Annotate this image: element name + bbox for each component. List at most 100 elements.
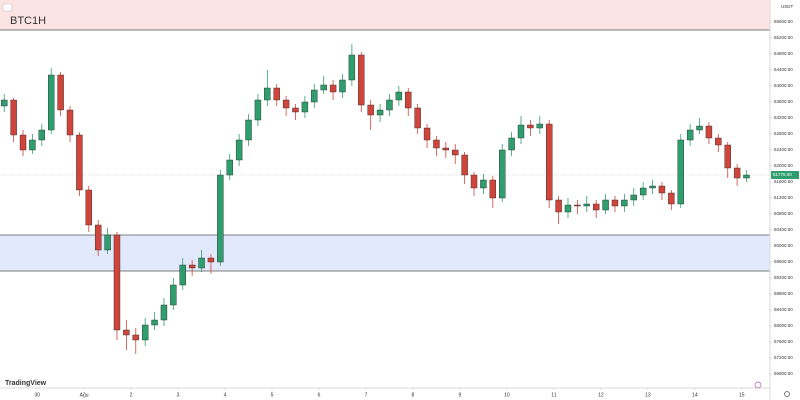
candle-body [386,99,393,111]
candle-body [452,149,459,156]
y-tick-label: 64400.00 [774,67,793,72]
y-tick-label: 62400.00 [774,147,793,152]
candle-body [724,144,731,169]
candle-body [10,99,17,136]
candle-body [1,99,8,107]
candle-body [405,91,412,109]
candle-body [264,87,271,101]
candle-body [621,199,628,207]
candles [1,44,750,354]
candle-body [292,107,299,113]
price-zone [0,235,770,271]
candle-body [113,234,121,331]
y-tick-label: 62800.00 [774,131,793,136]
candle-body [564,204,572,213]
candle-body [179,264,186,286]
candle-body [649,185,656,189]
candle-body [442,147,450,151]
collapse-button[interactable] [2,3,13,12]
currency-label: USDT [781,4,794,9]
candle-body [527,124,534,129]
candle-body [94,224,102,251]
candle-body [188,264,196,269]
y-tick-label: 64000.00 [774,83,793,88]
y-tick-label: 57200.00 [774,355,793,360]
candle-body [583,203,590,207]
y-tick-label: 63200.00 [774,115,793,120]
candle-body [207,257,215,263]
candle-body [19,134,27,151]
zones [0,0,770,272]
candle-body [170,284,177,306]
candle-body [57,74,64,111]
candle-body [686,129,694,141]
x-tick-label: 30 [34,392,40,398]
last-price-box [771,171,799,179]
candle-body [85,189,92,226]
candle-body [217,174,224,263]
candle-body [348,54,356,81]
candle-body [198,257,205,269]
candle-body [658,185,666,194]
candle-body [254,99,262,121]
candle-body [245,119,252,141]
candle-body [376,109,384,116]
x-tick-label: 2 [130,392,133,398]
event-icon[interactable] [754,381,762,389]
x-tick-label: 6 [318,392,321,398]
candle-body [273,87,280,101]
x-tick-label: 8 [412,392,415,398]
candle-body [226,159,233,176]
y-tick-label: 59600.00 [774,259,793,264]
y-tick-label: 60400.00 [774,227,793,232]
x-tick-label: 12 [598,392,604,398]
candle-body [160,304,168,321]
y-tick-label: 61600.00 [774,179,793,184]
candle-body [639,187,647,196]
y-tick-label: 58800.00 [774,291,793,296]
x-tick-label: 4 [224,392,227,398]
settings-icon[interactable] [784,391,790,397]
candle-body [358,54,365,106]
candle-body [235,139,243,161]
candle-body [705,125,713,139]
y-tick-label: 60800.00 [774,211,793,216]
candle-body [733,167,741,179]
candle-body [499,149,506,199]
candle-body [329,84,337,93]
candle-body [517,124,525,139]
candle-body [320,84,327,91]
candle-body [311,89,318,103]
candle-body [282,99,290,109]
y-tick-label: 58400.00 [774,307,793,312]
candle-body [630,194,637,201]
chart-title: BTC1H [10,15,46,27]
candle-body [48,74,55,131]
candle-body [592,203,600,211]
candle-body [29,139,36,151]
candle-body [414,107,421,129]
y-tick-label: 65600.00 [774,19,793,24]
candle-body [433,139,440,149]
y-tick-label: 63600.00 [774,99,793,104]
candle-body [38,129,46,141]
candle-body [395,91,403,101]
candle-body [743,174,750,179]
candle-body [715,137,722,146]
candle-body [367,104,374,116]
x-tick-label: 14 [692,392,698,398]
y-tick-label: 62000.00 [774,163,793,168]
candle-body [545,123,553,201]
x-tick-label: 15 [739,392,745,398]
candle-body [696,125,703,131]
last-price-label: 61775.00 [773,172,792,177]
candle-body [151,319,158,326]
candle-body [423,127,431,141]
candle-body [123,329,130,336]
candle-body [461,154,468,176]
x-tick-label: 13 [645,392,651,398]
candle-body [508,137,515,151]
x-tick-label: 5 [271,392,274,398]
